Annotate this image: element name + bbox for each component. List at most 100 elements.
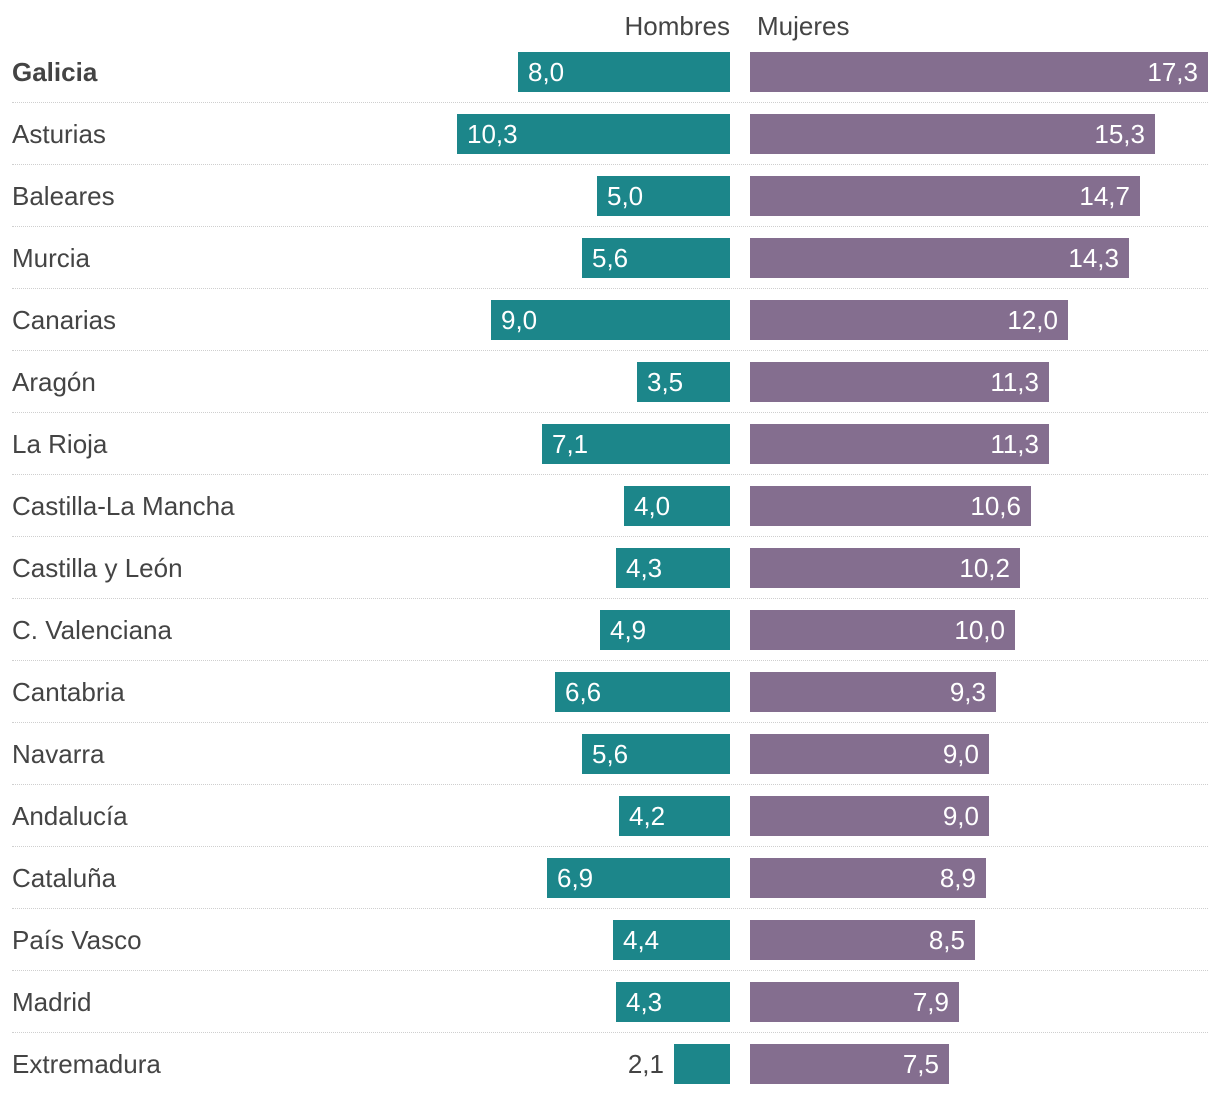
chart-row: Madrid 4,3 7,9 [0, 971, 1220, 1033]
value-label-hombres: 4,9 [610, 615, 647, 645]
bar-mujeres [750, 238, 1129, 278]
category-label: Murcia [12, 243, 91, 273]
category-label: Galicia [12, 57, 98, 87]
category-label: Castilla-La Mancha [12, 491, 235, 521]
chart-row: País Vasco 4,4 8,5 [0, 909, 1220, 971]
chart-row: Cataluña 6,9 8,9 [0, 847, 1220, 909]
bar-mujeres [750, 486, 1031, 526]
value-label-mujeres: 12,0 [1007, 305, 1058, 335]
bar-mujeres [750, 424, 1049, 464]
row-divider [12, 1032, 1208, 1033]
chart-row: Murcia 5,6 14,3 [0, 227, 1220, 289]
value-label-hombres: 5,6 [592, 739, 629, 769]
header-mujeres: Mujeres [757, 11, 850, 41]
row-divider [12, 474, 1208, 475]
value-label-hombres: 4,4 [623, 925, 660, 955]
bar-mujeres [750, 672, 996, 712]
category-label: Madrid [12, 987, 92, 1017]
bar-mujeres [750, 858, 986, 898]
value-label-hombres: 3,5 [647, 367, 684, 397]
value-label-mujeres: 17,3 [1147, 57, 1198, 87]
bar-hombres [597, 176, 730, 216]
category-label: C. Valenciana [12, 615, 172, 645]
category-label: Cantabria [12, 677, 125, 707]
bar-hombres [582, 238, 730, 278]
value-label-hombres: 10,3 [467, 119, 518, 149]
category-label: La Rioja [12, 429, 108, 459]
value-label-hombres: 4,3 [626, 987, 663, 1017]
value-label-hombres: 5,0 [607, 181, 644, 211]
bar-hombres [547, 858, 730, 898]
value-label-mujeres: 10,6 [970, 491, 1021, 521]
bar-hombres [555, 672, 730, 712]
row-divider [12, 908, 1208, 909]
chart-row: Cantabria 6,6 9,3 [0, 661, 1220, 723]
bar-hombres [613, 920, 730, 960]
value-label-mujeres: 8,5 [928, 925, 965, 955]
bar-hombres [457, 114, 730, 154]
chart-row: Castilla y León 4,3 10,2 [0, 537, 1220, 599]
bar-hombres [518, 52, 730, 92]
value-label-hombres: 4,2 [629, 801, 666, 831]
bar-mujeres [750, 796, 989, 836]
value-label-mujeres: 10,2 [959, 553, 1010, 583]
chart-row: Baleares 5,0 14,7 [0, 165, 1220, 227]
category-label: Asturias [12, 119, 106, 149]
value-label-hombres: 9,0 [501, 305, 538, 335]
bar-hombres [600, 610, 730, 650]
bar-mujeres [750, 920, 975, 960]
chart-row: Canarias 9,0 12,0 [0, 289, 1220, 351]
bar-mujeres [750, 362, 1049, 402]
value-label-mujeres: 8,9 [939, 863, 976, 893]
bar-mujeres [750, 610, 1015, 650]
bar-mujeres [750, 1044, 949, 1084]
bar-mujeres [750, 52, 1208, 92]
row-divider [12, 164, 1208, 165]
bar-hombres [619, 796, 730, 836]
chart-row: Navarra 5,6 9,0 [0, 723, 1220, 785]
value-label-hombres: 8,0 [528, 57, 565, 87]
bar-mujeres [750, 300, 1068, 340]
value-label-hombres: 2,1 [627, 1049, 664, 1079]
row-divider [12, 722, 1208, 723]
row-divider [12, 350, 1208, 351]
bar-mujeres [750, 114, 1155, 154]
bar-hombres [616, 548, 730, 588]
chart-row: Extremadura 2,1 7,5 [0, 1033, 1220, 1095]
chart-row: Aragón 3,5 11,3 [0, 351, 1220, 413]
value-label-mujeres: 10,0 [954, 615, 1005, 645]
bar-mujeres [750, 548, 1020, 588]
category-label: Cataluña [12, 863, 117, 893]
category-label: Navarra [12, 739, 105, 769]
row-divider [12, 660, 1208, 661]
bar-hombres [491, 300, 730, 340]
category-label: Castilla y León [12, 553, 183, 583]
row-divider [12, 288, 1208, 289]
bar-mujeres [750, 176, 1140, 216]
bar-hombres [542, 424, 730, 464]
row-divider [12, 598, 1208, 599]
value-label-mujeres: 9,0 [942, 801, 979, 831]
chart-row: Galicia 8,0 17,3 [0, 41, 1220, 103]
bar-hombres [582, 734, 730, 774]
row-divider [12, 846, 1208, 847]
category-label: Andalucía [12, 801, 128, 831]
value-label-mujeres: 7,5 [902, 1049, 939, 1079]
category-label: Extremadura [12, 1049, 161, 1079]
value-label-hombres: 6,6 [565, 677, 602, 707]
bar-mujeres [750, 982, 959, 1022]
header-hombres: Hombres [624, 11, 730, 41]
chart-row: Castilla-La Mancha 4,0 10,6 [0, 475, 1220, 537]
value-label-mujeres: 9,3 [949, 677, 986, 707]
category-label: Aragón [12, 367, 96, 397]
value-label-mujeres: 7,9 [912, 987, 949, 1017]
value-label-mujeres: 11,3 [990, 429, 1039, 459]
category-label: Baleares [12, 181, 115, 211]
value-label-hombres: 4,0 [634, 491, 671, 521]
bar-mujeres [750, 734, 989, 774]
row-divider [12, 412, 1208, 413]
value-label-hombres: 5,6 [592, 243, 629, 273]
value-label-mujeres: 14,7 [1079, 181, 1130, 211]
row-divider [12, 226, 1208, 227]
